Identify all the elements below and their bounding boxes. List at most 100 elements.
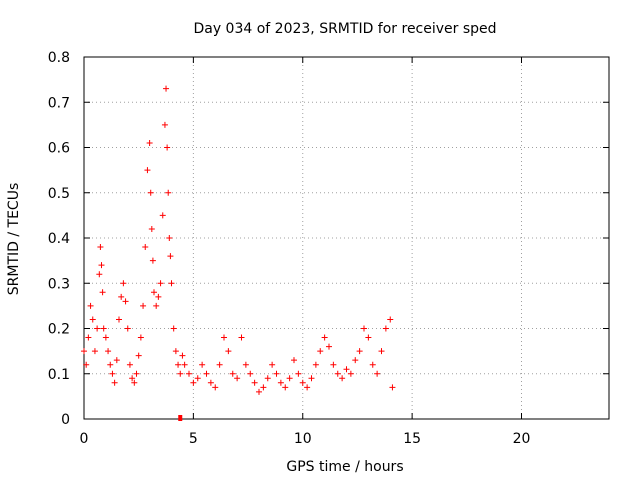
data-point [87, 302, 94, 309]
y-tick-label: 0.8 [48, 50, 70, 66]
data-point [199, 361, 206, 368]
data-point [126, 361, 133, 368]
data-point [212, 384, 219, 391]
data-point [100, 325, 107, 332]
data-point [165, 189, 172, 196]
data-point [137, 334, 144, 341]
data-point [175, 361, 182, 368]
data-point [273, 370, 280, 377]
x-axis-label: GPS time / hours [286, 459, 403, 475]
data-point [97, 244, 104, 251]
data-point [99, 289, 106, 296]
data-point [159, 212, 166, 219]
data-point [166, 235, 173, 241]
data-point [356, 348, 363, 355]
x-tick-label: 15 [403, 431, 421, 447]
data-point [291, 357, 297, 364]
data-point [186, 370, 192, 377]
data-point [155, 293, 162, 300]
data-point [177, 370, 184, 377]
data-point [172, 348, 179, 355]
data-point [256, 388, 262, 395]
data-point [282, 384, 289, 391]
data-point [122, 298, 129, 305]
x-tick-label: 0 [80, 431, 89, 447]
data-point [151, 289, 157, 296]
data-point [85, 334, 92, 341]
data-point [286, 375, 293, 382]
data-point [170, 325, 177, 332]
data-point [260, 384, 267, 391]
data-point [330, 361, 337, 368]
y-tick-label: 0.7 [48, 95, 70, 111]
data-point [109, 370, 116, 377]
data-point [389, 384, 396, 391]
data-point [277, 379, 284, 386]
data-point [295, 370, 302, 377]
data-point [203, 370, 210, 377]
data-point [83, 361, 90, 368]
data-point [120, 280, 127, 287]
data-point [129, 375, 136, 382]
y-tick-label: 0 [61, 412, 70, 428]
data-point [153, 302, 160, 309]
data-point [369, 361, 376, 368]
data-point [149, 257, 156, 264]
data-point [374, 370, 381, 377]
data-point [251, 379, 258, 386]
data-point [142, 244, 149, 251]
data-point [124, 325, 131, 332]
data-point [221, 334, 227, 341]
data-point [343, 366, 350, 373]
data-point [387, 316, 394, 323]
data-point [164, 144, 171, 151]
axis-ticks: 0 0.1 0.2 0.3 0.4 0.5 0.6 0.7 0.8 0 5 10 15 20 [48, 50, 609, 447]
data-point [168, 280, 175, 287]
data-point [317, 348, 324, 355]
data-point [181, 361, 188, 368]
data-point [269, 361, 276, 368]
data-point [102, 334, 109, 341]
data-point [107, 361, 114, 368]
chart-title: Day 034 of 2023, SRMTID for receiver spe… [193, 21, 496, 37]
data-point [144, 167, 151, 174]
data-point [135, 352, 142, 359]
y-tick-label: 0.3 [48, 276, 70, 292]
data-point [98, 262, 105, 269]
data-point [216, 361, 223, 368]
data-point [179, 352, 186, 359]
data-point [89, 316, 96, 323]
x-tick-label: 10 [294, 431, 312, 447]
data-point [234, 375, 241, 382]
data-point [304, 384, 311, 391]
x-tick-label: 5 [189, 431, 198, 447]
data-point [167, 253, 174, 260]
data-point [312, 361, 319, 368]
grid-lines [84, 57, 609, 419]
data-point [96, 271, 103, 278]
data-point [131, 379, 138, 386]
data-point [163, 85, 170, 92]
y-tick-label: 0.5 [48, 186, 70, 202]
data-point [116, 316, 122, 323]
data-marker [178, 415, 183, 421]
data-points [81, 85, 396, 421]
data-point [81, 348, 87, 355]
data-point [308, 375, 315, 382]
data-point [334, 370, 341, 377]
data-point [326, 343, 332, 350]
data-point [229, 370, 236, 377]
data-point [105, 348, 112, 355]
data-point [347, 370, 354, 377]
data-point [242, 361, 249, 368]
data-point [339, 375, 346, 382]
data-point [111, 379, 118, 386]
y-tick-label: 0.1 [48, 367, 70, 383]
data-point [299, 379, 306, 386]
data-point [378, 348, 385, 355]
y-tick-label: 0.2 [48, 322, 70, 338]
data-point [147, 189, 154, 196]
data-point [146, 139, 153, 146]
y-tick-label: 0.6 [48, 141, 70, 157]
